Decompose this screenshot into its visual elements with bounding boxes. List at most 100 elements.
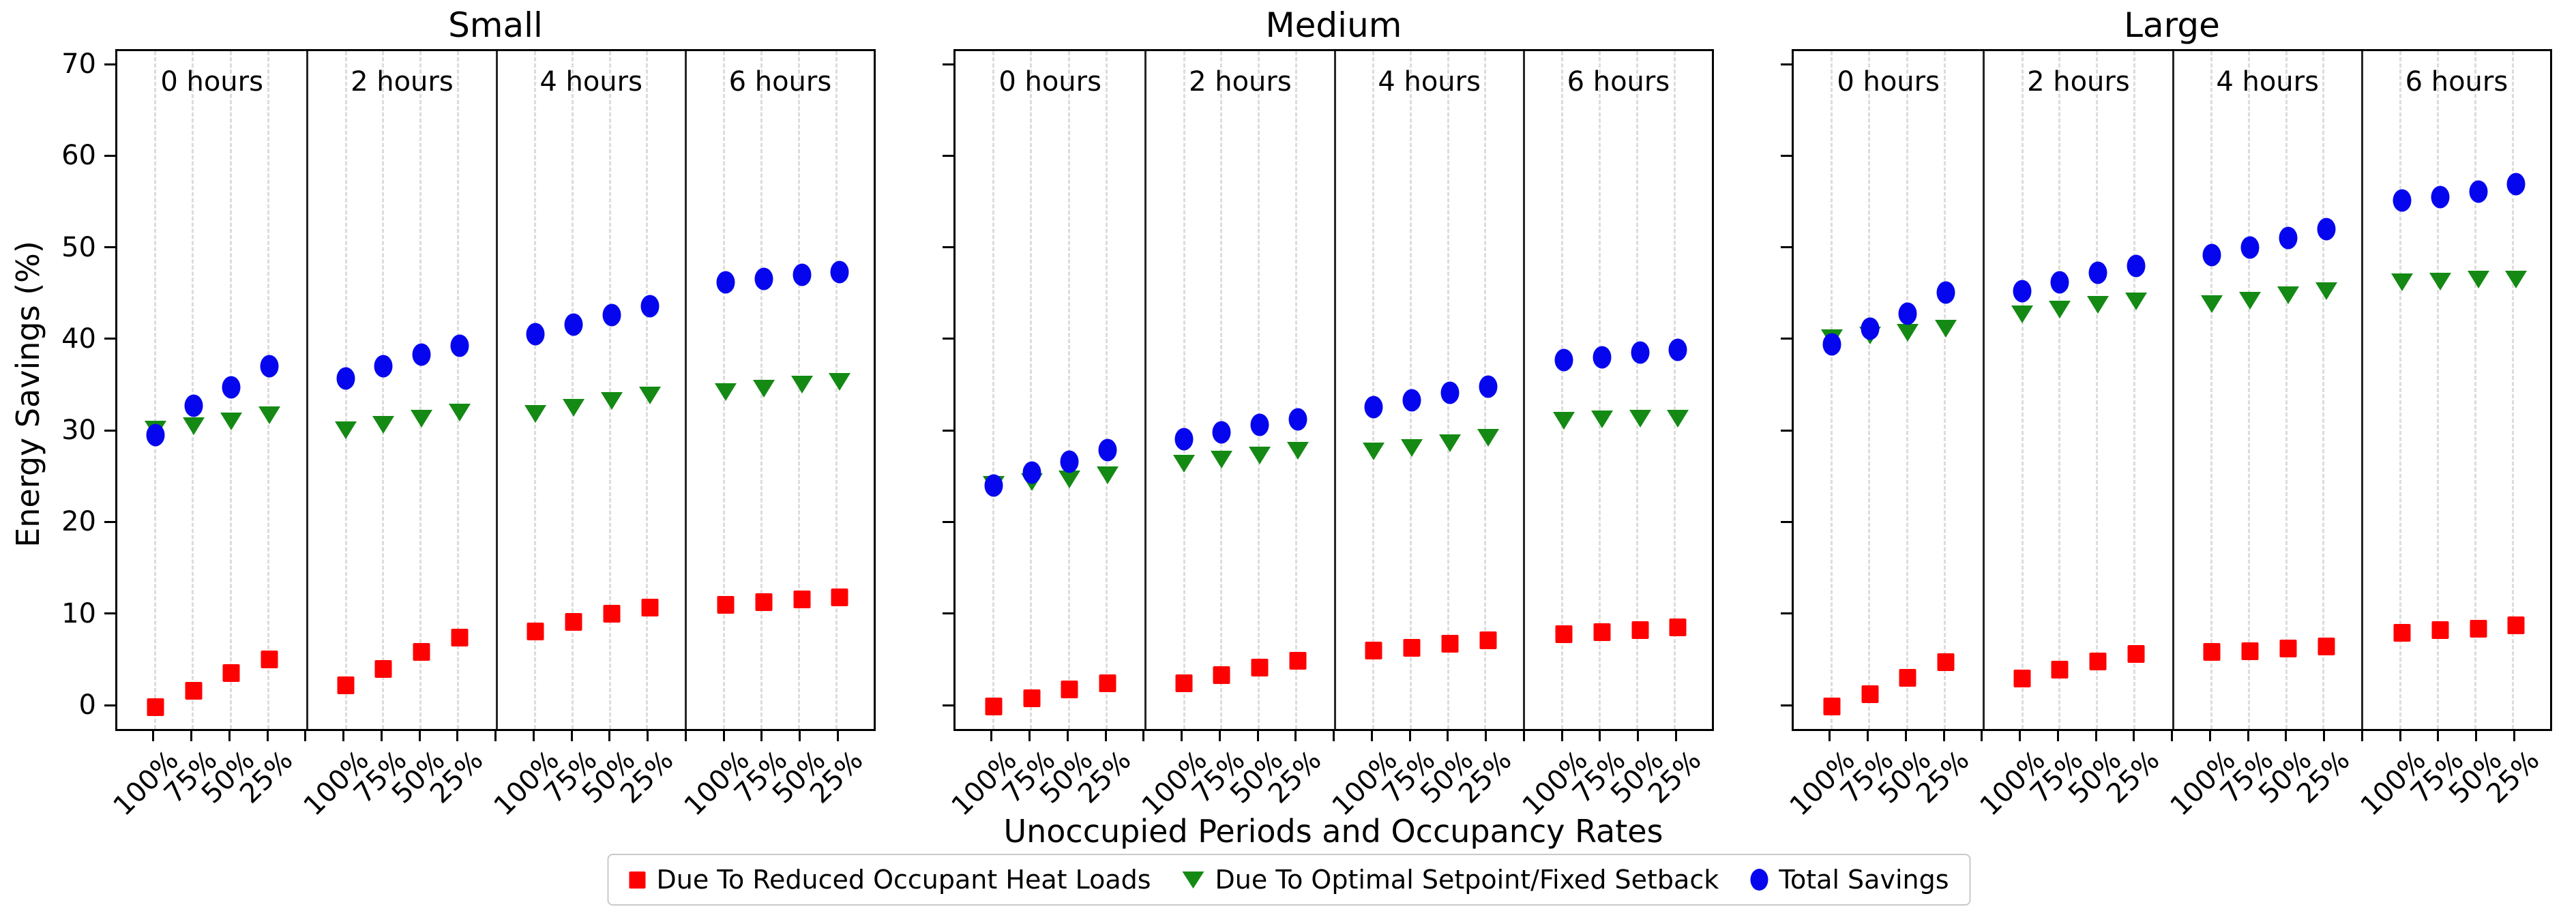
gridline bbox=[1372, 51, 1374, 729]
data-point-optimal_setpoint_fixed_setback bbox=[1477, 429, 1499, 447]
circle-marker bbox=[1250, 413, 1269, 436]
square-legend-marker bbox=[629, 871, 646, 889]
data-point-reduced_occupant_heat_loads bbox=[717, 595, 735, 614]
gridline bbox=[2322, 51, 2325, 729]
subgroup-2-hours: 2 hours bbox=[1983, 51, 2172, 729]
subgroup-6-hours: 6 hours bbox=[1522, 51, 1712, 729]
data-point-total_savings bbox=[1631, 341, 1649, 364]
gridline bbox=[608, 51, 611, 729]
data-point-total_savings bbox=[526, 323, 545, 346]
x-tick bbox=[1674, 731, 1677, 741]
circle-marker bbox=[1174, 428, 1193, 451]
square-marker bbox=[222, 664, 240, 683]
triangle-down-marker bbox=[715, 383, 737, 402]
triangle-down-marker bbox=[1363, 443, 1385, 461]
square-marker bbox=[2127, 645, 2145, 664]
x-boundary-tick bbox=[2360, 731, 2363, 741]
triangle-down-marker bbox=[1629, 410, 1651, 428]
data-point-reduced_occupant_heat_loads bbox=[641, 598, 658, 616]
data-point-total_savings bbox=[2506, 173, 2526, 196]
data-point-reduced_occupant_heat_loads bbox=[1899, 669, 1916, 687]
y-tick bbox=[104, 63, 115, 65]
data-point-reduced_occupant_heat_loads bbox=[1937, 653, 1955, 672]
x-tick bbox=[1408, 731, 1411, 741]
data-point-optimal_setpoint_fixed_setback bbox=[2125, 293, 2147, 311]
x-boundary-tick bbox=[494, 731, 497, 741]
data-point-reduced_occupant_heat_loads bbox=[1823, 697, 1841, 715]
x-tick bbox=[2208, 731, 2211, 741]
square-marker bbox=[2318, 638, 2335, 656]
data-point-reduced_occupant_heat_loads bbox=[1099, 674, 1116, 693]
circle-marker bbox=[2506, 173, 2526, 196]
data-point-optimal_setpoint_fixed_setback bbox=[1438, 434, 1461, 453]
circle-marker bbox=[754, 267, 773, 290]
circle-marker bbox=[1288, 408, 1307, 431]
x-tick bbox=[2513, 731, 2515, 741]
group-header-6-hours: 6 hours bbox=[2405, 66, 2508, 98]
triangle-down-marker bbox=[258, 406, 280, 424]
data-point-total_savings bbox=[1668, 338, 1687, 361]
circle-marker bbox=[830, 260, 849, 284]
triangle-down-marker bbox=[1438, 434, 1461, 453]
square-marker bbox=[261, 651, 278, 669]
triangle-down-marker bbox=[2429, 272, 2451, 290]
data-point-optimal_setpoint_fixed_setback bbox=[2201, 295, 2223, 314]
legend-item-reduced_occupant_heat_loads: Due To Reduced Occupant Heat Loads bbox=[629, 865, 1151, 895]
circle-marker bbox=[2127, 254, 2146, 278]
x-tick bbox=[836, 731, 839, 741]
data-point-optimal_setpoint_fixed_setback bbox=[524, 405, 547, 423]
data-point-total_savings bbox=[1822, 333, 1841, 356]
square-marker bbox=[2507, 616, 2525, 635]
circle-marker bbox=[2317, 218, 2335, 241]
square-icon bbox=[629, 871, 646, 889]
y-axis-label: Energy Savings (%) bbox=[10, 241, 46, 548]
triangle-down-marker bbox=[638, 387, 661, 405]
circle-marker bbox=[1593, 346, 1612, 369]
triangle-down-marker bbox=[1097, 466, 1119, 485]
data-point-total_savings bbox=[564, 313, 583, 336]
data-point-optimal_setpoint_fixed_setback bbox=[334, 421, 357, 440]
gridline bbox=[1598, 51, 1601, 729]
x-tick bbox=[2475, 731, 2477, 741]
gridline bbox=[344, 51, 347, 729]
y-tick bbox=[104, 612, 115, 615]
subgroup-2-hours: 2 hours bbox=[306, 51, 495, 729]
data-point-optimal_setpoint_fixed_setback bbox=[2505, 270, 2528, 288]
square-marker bbox=[565, 613, 582, 631]
data-point-reduced_occupant_heat_loads bbox=[1023, 689, 1040, 707]
x-boundary-tick bbox=[684, 731, 687, 741]
gridline bbox=[992, 51, 994, 729]
triangle-down-marker bbox=[1211, 451, 1233, 469]
data-point-total_savings bbox=[602, 303, 621, 327]
legend-item-optimal_setpoint_fixed_setback: Due To Optimal Setpoint/Fixed Setback bbox=[1182, 865, 1719, 895]
gridline bbox=[1183, 51, 1185, 729]
data-point-optimal_setpoint_fixed_setback bbox=[2011, 305, 2033, 323]
triangle-down-marker bbox=[1401, 438, 1423, 457]
circle-marker bbox=[2469, 180, 2487, 203]
group-header-2-hours: 2 hours bbox=[1189, 66, 1292, 98]
data-point-total_savings bbox=[2050, 271, 2069, 294]
square-marker bbox=[1937, 653, 1955, 672]
x-tick bbox=[2247, 731, 2249, 741]
data-point-total_savings bbox=[1022, 461, 1041, 484]
y-tick bbox=[943, 154, 953, 157]
data-point-reduced_occupant_heat_loads bbox=[2241, 642, 2259, 661]
gridline bbox=[1067, 51, 1070, 729]
triangle-down-marker bbox=[2201, 295, 2223, 314]
group-header-2-hours: 2 hours bbox=[2027, 66, 2130, 98]
gridline bbox=[267, 51, 270, 729]
square-marker bbox=[717, 595, 735, 614]
triangle-down-marker bbox=[1667, 410, 1689, 428]
data-point-total_savings bbox=[2088, 261, 2107, 284]
circle-marker bbox=[564, 313, 583, 336]
y-tick bbox=[1781, 246, 1792, 249]
data-point-reduced_occupant_heat_loads bbox=[1631, 621, 1648, 640]
x-tick bbox=[456, 731, 459, 741]
gridline bbox=[1830, 51, 1833, 729]
triangle-down-marker bbox=[1477, 429, 1499, 447]
circle-marker bbox=[2279, 226, 2298, 250]
y-tick bbox=[1781, 520, 1792, 523]
x-boundary-tick bbox=[1333, 731, 1335, 741]
y-tick bbox=[104, 520, 115, 523]
x-tick bbox=[2285, 731, 2288, 741]
